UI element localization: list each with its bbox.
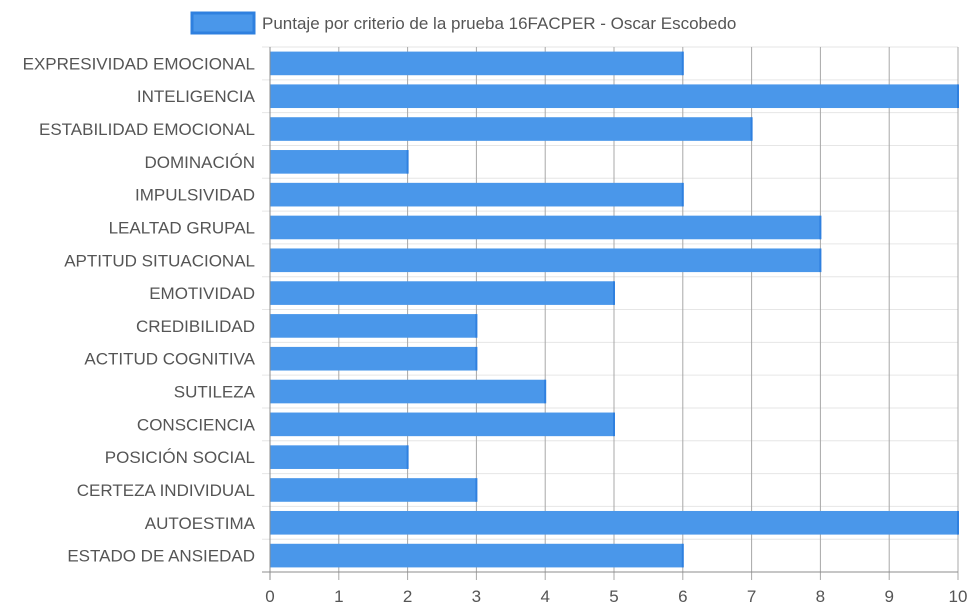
category-label: ESTADO DE ANSIEDAD	[67, 547, 255, 566]
bar[interactable]	[270, 543, 683, 568]
x-tick-label: 6	[678, 587, 687, 606]
x-tick-label: 1	[334, 587, 343, 606]
category-label: IMPULSIVIDAD	[135, 186, 255, 205]
bar[interactable]	[270, 412, 614, 437]
bar[interactable]	[270, 117, 752, 141]
bar[interactable]	[270, 510, 958, 535]
category-label: POSICIÓN SOCIAL	[105, 448, 255, 467]
x-tick-label: 9	[884, 587, 893, 606]
category-label: CREDIBILIDAD	[136, 317, 255, 336]
x-tick-label: 4	[540, 587, 549, 606]
bar[interactable]	[270, 379, 546, 404]
bar[interactable]	[270, 346, 477, 371]
bar[interactable]	[270, 445, 408, 469]
category-label: SUTILEZA	[174, 383, 256, 402]
x-tick-label: 10	[949, 587, 968, 606]
category-label: EXPRESIVIDAD EMOCIONAL	[23, 54, 255, 73]
category-label: ESTABILIDAD EMOCIONAL	[39, 120, 255, 139]
category-labels: EXPRESIVIDAD EMOCIONAL INTELIGENCIA ESTABI…	[23, 54, 256, 565]
x-tick-labels: 0 1 2 3 4 5 6 7 8 9 10	[265, 587, 967, 606]
category-label: ACTITUD COGNITIVA	[84, 350, 255, 369]
legend-swatch[interactable]	[190, 11, 256, 35]
bar[interactable]	[270, 51, 683, 76]
chart-legend[interactable]: Puntaje por criterio de la prueba 16FACP…	[190, 11, 736, 35]
bar[interactable]	[270, 84, 958, 109]
category-label: AUTOESTIMA	[145, 514, 256, 533]
bar[interactable]	[270, 314, 477, 338]
bar[interactable]	[270, 182, 683, 207]
x-tick-label: 2	[403, 587, 412, 606]
x-tick-label: 0	[265, 587, 274, 606]
category-label: CONSCIENCIA	[137, 415, 256, 434]
category-label: APTITUD SITUACIONAL	[64, 251, 255, 270]
category-label: DOMINACIÓN	[145, 153, 256, 172]
bar[interactable]	[270, 281, 614, 305]
x-tick-label: 8	[816, 587, 825, 606]
bar[interactable]	[270, 478, 477, 502]
x-tick-label: 7	[747, 587, 756, 606]
x-tick-label: 5	[609, 587, 618, 606]
bar[interactable]	[270, 248, 821, 273]
bar-series	[270, 51, 959, 568]
category-label: EMOTIVIDAD	[149, 284, 255, 303]
bar[interactable]	[270, 215, 821, 240]
x-tick-label: 3	[472, 587, 481, 606]
category-label: LEALTAD GRUPAL	[109, 218, 255, 237]
category-label: INTELIGENCIA	[137, 87, 256, 106]
category-label: CERTEZA INDIVIDUAL	[77, 481, 255, 500]
axis-lines	[262, 47, 958, 580]
bar[interactable]	[270, 150, 408, 174]
legend-label[interactable]: Puntaje por criterio de la prueba 16FACP…	[262, 14, 736, 33]
